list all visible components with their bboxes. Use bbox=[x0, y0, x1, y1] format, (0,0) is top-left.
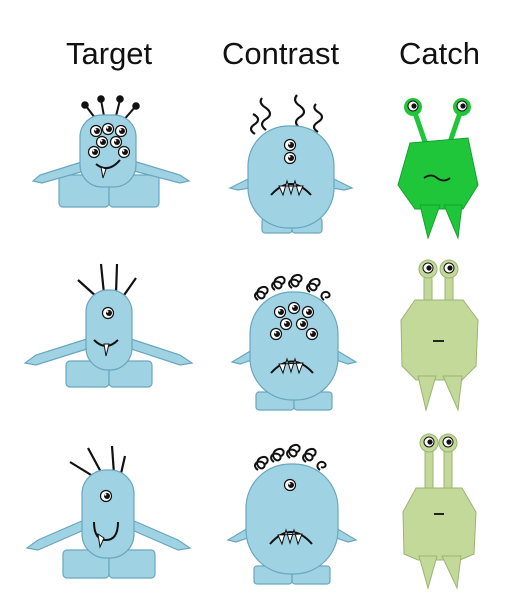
column-header-catch: Catch bbox=[399, 36, 480, 71]
target-monster-row2 bbox=[23, 263, 194, 388]
catch-alien-row2 bbox=[400, 259, 479, 412]
target-monster-row3 bbox=[25, 445, 192, 579]
contrast-monster-row2 bbox=[230, 273, 358, 411]
contrast-monster-row1 bbox=[228, 94, 354, 234]
target-monster-row1 bbox=[31, 95, 191, 208]
catch-alien-row3 bbox=[402, 433, 477, 590]
column-header-contrast: Contrast bbox=[222, 36, 340, 71]
contrast-monster-row3 bbox=[226, 443, 358, 585]
catch-alien-row1 bbox=[397, 98, 479, 240]
column-header-target: Target bbox=[66, 36, 153, 71]
